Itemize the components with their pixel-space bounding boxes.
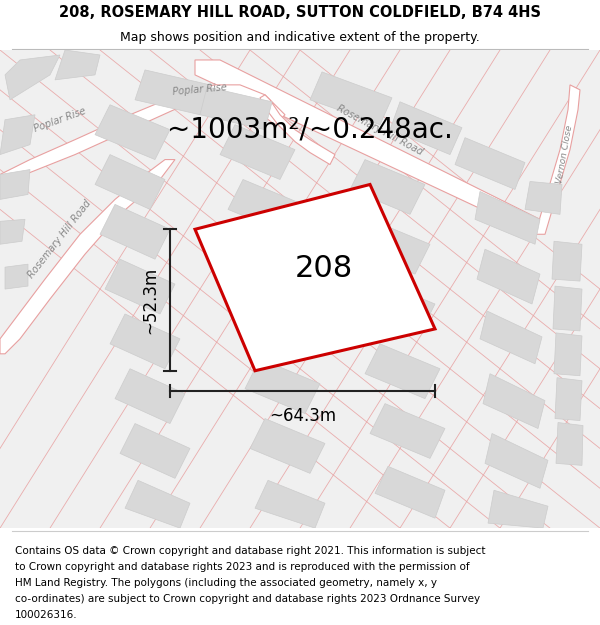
- Polygon shape: [0, 85, 285, 189]
- Polygon shape: [135, 70, 210, 115]
- Polygon shape: [195, 184, 435, 371]
- Polygon shape: [228, 179, 303, 234]
- Polygon shape: [480, 311, 542, 364]
- Polygon shape: [365, 344, 440, 399]
- Polygon shape: [260, 95, 335, 164]
- Text: ~1003m²/~0.248ac.: ~1003m²/~0.248ac.: [167, 116, 453, 144]
- Text: Map shows position and indicative extent of the property.: Map shows position and indicative extent…: [120, 31, 480, 44]
- Polygon shape: [554, 333, 582, 376]
- Polygon shape: [310, 72, 392, 125]
- Polygon shape: [95, 105, 170, 159]
- Polygon shape: [200, 87, 272, 129]
- Polygon shape: [390, 102, 462, 154]
- Polygon shape: [488, 490, 548, 528]
- Polygon shape: [250, 419, 325, 473]
- Polygon shape: [0, 159, 175, 354]
- Polygon shape: [455, 138, 525, 189]
- Polygon shape: [483, 374, 545, 429]
- Polygon shape: [555, 378, 582, 421]
- Text: ~64.3m: ~64.3m: [269, 407, 336, 424]
- Text: Rosemary Hill Road: Rosemary Hill Road: [335, 102, 425, 157]
- Polygon shape: [535, 85, 580, 234]
- Polygon shape: [0, 219, 25, 244]
- Polygon shape: [350, 159, 425, 214]
- Text: Poplar Rise: Poplar Rise: [172, 82, 227, 98]
- Polygon shape: [5, 55, 60, 100]
- Polygon shape: [195, 60, 540, 234]
- Text: Rosemary Hill Road: Rosemary Hill Road: [26, 198, 94, 280]
- Text: 208: 208: [295, 254, 353, 283]
- Polygon shape: [105, 259, 175, 314]
- Polygon shape: [525, 181, 562, 214]
- Polygon shape: [375, 466, 445, 518]
- Text: Contains OS data © Crown copyright and database right 2021. This information is : Contains OS data © Crown copyright and d…: [15, 546, 485, 556]
- Polygon shape: [556, 422, 583, 466]
- Text: ~52.3m: ~52.3m: [141, 266, 159, 334]
- Polygon shape: [370, 404, 445, 458]
- Polygon shape: [360, 279, 435, 334]
- Polygon shape: [552, 241, 582, 281]
- Polygon shape: [125, 480, 190, 528]
- Polygon shape: [0, 50, 600, 528]
- Text: 100026316.: 100026316.: [15, 609, 77, 619]
- Text: 208, ROSEMARY HILL ROAD, SUTTON COLDFIELD, B74 4HS: 208, ROSEMARY HILL ROAD, SUTTON COLDFIEL…: [59, 5, 541, 20]
- Text: Poplar Rise: Poplar Rise: [32, 106, 88, 134]
- Polygon shape: [485, 434, 548, 488]
- Text: co-ordinates) are subject to Crown copyright and database rights 2023 Ordnance S: co-ordinates) are subject to Crown copyr…: [15, 594, 480, 604]
- Polygon shape: [110, 314, 180, 369]
- Polygon shape: [475, 191, 540, 244]
- Polygon shape: [120, 424, 190, 478]
- Text: to Crown copyright and database rights 2023 and is reproduced with the permissio: to Crown copyright and database rights 2…: [15, 561, 470, 571]
- Polygon shape: [115, 369, 185, 424]
- Polygon shape: [55, 50, 100, 80]
- Polygon shape: [245, 359, 320, 414]
- Polygon shape: [95, 154, 165, 209]
- Polygon shape: [255, 480, 325, 528]
- Polygon shape: [0, 115, 35, 154]
- Text: HM Land Registry. The polygons (including the associated geometry, namely x, y: HM Land Registry. The polygons (includin…: [15, 578, 437, 587]
- Polygon shape: [220, 125, 295, 179]
- Polygon shape: [5, 264, 28, 289]
- Polygon shape: [0, 169, 30, 199]
- Polygon shape: [235, 239, 310, 294]
- Polygon shape: [553, 286, 582, 331]
- Polygon shape: [240, 299, 315, 354]
- Polygon shape: [355, 219, 430, 274]
- Polygon shape: [477, 249, 540, 304]
- Text: Vernon Close: Vernon Close: [556, 124, 575, 184]
- Polygon shape: [100, 204, 170, 259]
